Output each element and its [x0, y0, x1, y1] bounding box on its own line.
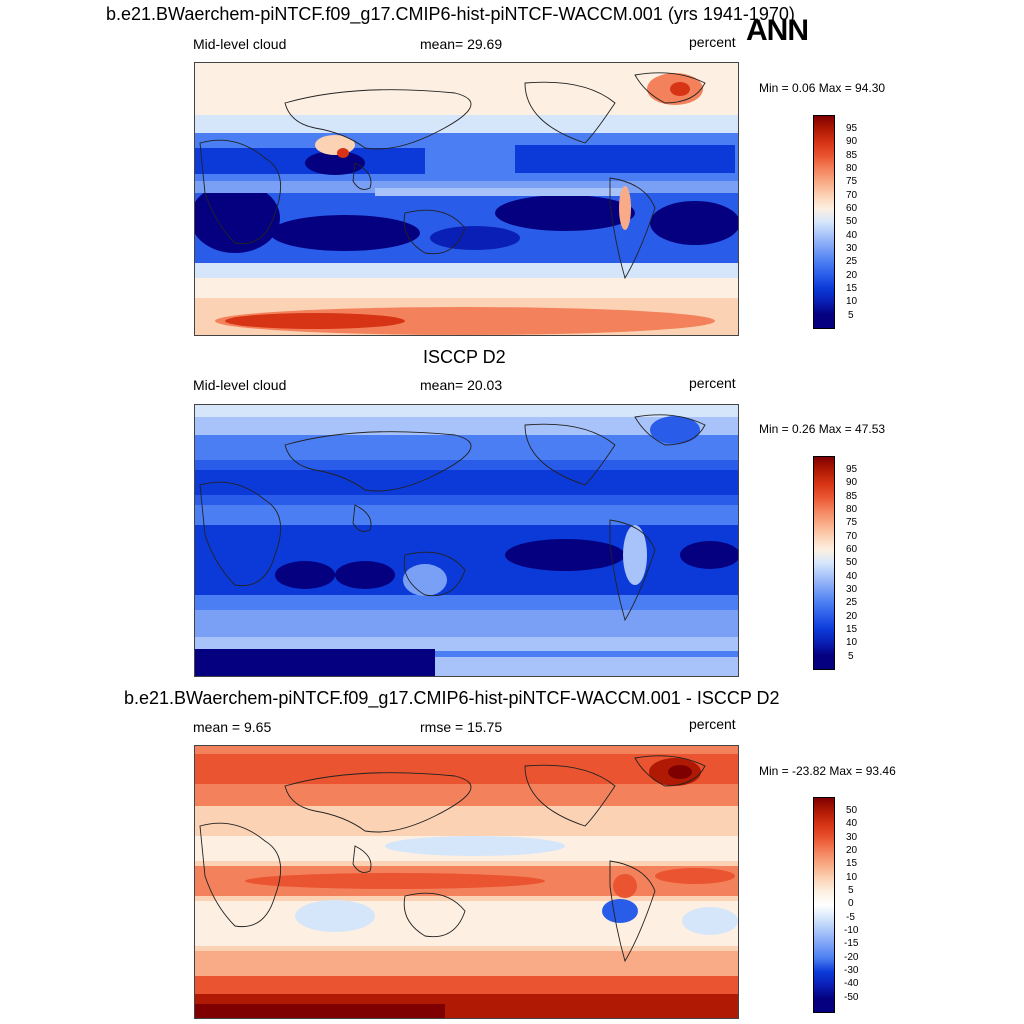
panel2-field	[195, 405, 738, 676]
panel3-tick: 10	[846, 872, 858, 883]
panel3-colorbar: 50 40 30 20 15 10 5 0 -5 -10 -15 -20 -30…	[813, 797, 858, 1013]
panel2-tick: 30	[846, 584, 858, 595]
panel2-tick: 60	[846, 544, 858, 555]
panel1-tick: 85	[846, 150, 858, 161]
panel1-colorbar-swatches	[813, 115, 835, 329]
panel1-tick: 70	[846, 190, 858, 201]
panel3-minmax-label: Min = -23.82 Max = 93.46	[759, 764, 896, 778]
panel3-tick: -30	[844, 965, 859, 976]
panel3-tick: 50	[846, 805, 858, 816]
panel1-tick: 25	[846, 256, 858, 267]
page-title: b.e21.BWaerchem-piNTCF.f09_g17.CMIP6-his…	[106, 4, 795, 24]
panel2-tick: 20	[846, 611, 858, 622]
panel3-tick: 15	[846, 858, 858, 869]
panel1-tick: 10	[846, 296, 858, 307]
panel3-tick: -10	[844, 925, 859, 936]
panel3-tick: 30	[846, 832, 858, 843]
panel1-units-label: percent	[689, 34, 736, 50]
panel3-mean-label: mean = 9.65	[193, 719, 272, 735]
panel2-units-label: percent	[689, 375, 736, 391]
panel3-tick: -40	[844, 978, 859, 989]
panel2-tick: 70	[846, 531, 858, 542]
panel1-tick: 80	[846, 163, 858, 174]
panel3-field	[195, 746, 738, 1018]
panel2-tick: 10	[846, 637, 858, 648]
panel1-variable-label: Mid-level cloud	[193, 36, 287, 52]
panel1-tick: 40	[846, 230, 858, 241]
panel2-tick: 25	[846, 597, 858, 608]
panel1-tick: 20	[846, 270, 858, 281]
panel1-tick: 95	[846, 123, 858, 134]
panel1-tick: 5	[848, 310, 854, 321]
panel2-tick: 80	[846, 504, 858, 515]
panel2-header: ISCCP D2	[423, 347, 506, 367]
panel3-tick: -20	[844, 952, 859, 963]
season-label: ANN	[746, 14, 809, 47]
panel1-map	[194, 62, 739, 336]
panel1-tick: 75	[846, 176, 858, 187]
panel1-colorbar: 95 90 85 80 75 70 60 50 40 30 25 20 15 1…	[813, 115, 857, 329]
panel2-mean-label: mean= 20.03	[420, 377, 503, 393]
panel1-field	[195, 63, 738, 335]
panel3-tick: 5	[848, 885, 854, 896]
panel3-header: b.e21.BWaerchem-piNTCF.f09_g17.CMIP6-his…	[124, 688, 780, 708]
panel3-tick: -50	[844, 992, 859, 1003]
panel2-map	[194, 404, 739, 677]
panel3-tick: -15	[844, 938, 859, 949]
panel1-tick: 30	[846, 243, 858, 254]
panel3-tick: 0	[848, 898, 854, 909]
panel1-minmax-label: Min = 0.06 Max = 94.30	[759, 81, 886, 95]
panel1-mean-label: mean= 29.69	[420, 36, 503, 52]
panel2-tick: 90	[846, 477, 858, 488]
panel2-tick: 5	[848, 651, 854, 662]
panel3-units-label: percent	[689, 716, 736, 732]
panel3-tick: 20	[846, 845, 858, 856]
panel3-rmse-label: rmse = 15.75	[420, 719, 503, 735]
panel1-tick: 50	[846, 216, 858, 227]
panel2-tick: 85	[846, 491, 858, 502]
panel2-variable-label: Mid-level cloud	[193, 377, 287, 393]
panel3-tick: -5	[846, 912, 855, 923]
panel2-tick: 50	[846, 557, 858, 568]
panel2-colorbar-swatches	[813, 456, 835, 670]
panel3-map	[194, 745, 739, 1019]
panel1-tick: 90	[846, 136, 858, 147]
panel3-colorbar-swatches	[813, 797, 835, 1013]
panel2-tick: 40	[846, 571, 858, 582]
panel1-tick: 60	[846, 203, 858, 214]
panel1-tick: 15	[846, 283, 858, 294]
panel2-tick: 15	[846, 624, 858, 635]
panel2-colorbar: 95 90 85 80 75 70 60 50 40 30 25 20 15 1…	[813, 456, 857, 670]
panel2-tick: 95	[846, 464, 858, 475]
panel3-tick: 40	[846, 818, 858, 829]
panel2-minmax-label: Min = 0.26 Max = 47.53	[759, 422, 886, 436]
panel2-tick: 75	[846, 517, 858, 528]
